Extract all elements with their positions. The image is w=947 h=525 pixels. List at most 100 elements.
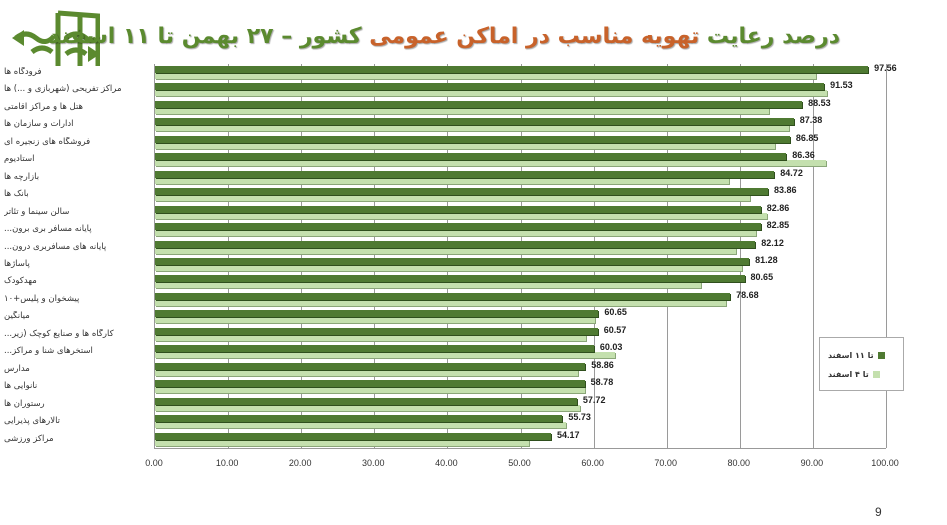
gridline — [886, 64, 887, 448]
data-label: 86.36 — [792, 150, 815, 161]
x-tick-label: 50.00 — [508, 458, 531, 468]
x-tick-label: 100.00 — [871, 458, 899, 468]
category-label: پیشخوان و پلیس+۱۰ — [4, 293, 80, 304]
x-tick-label: 60.00 — [581, 458, 604, 468]
bar-previous — [155, 265, 742, 271]
data-label: 84.72 — [780, 167, 803, 178]
category-label: مراکز ورزشی — [4, 433, 54, 444]
bar-row: 58.86 — [155, 360, 886, 378]
category-label: بانک ها — [4, 189, 29, 200]
bar-row: 91.53 — [155, 80, 886, 98]
data-label: 58.78 — [590, 377, 614, 388]
data-label: 97.56 — [874, 63, 897, 73]
data-label: 87.38 — [799, 115, 823, 126]
bar-previous — [155, 230, 756, 237]
x-tick-label: 0.00 — [145, 458, 163, 468]
data-label: 82.12 — [761, 237, 784, 248]
bar-current — [155, 188, 769, 196]
bar-previous — [155, 387, 585, 394]
bar-previous — [155, 439, 530, 446]
bar-current — [155, 380, 585, 388]
gridline — [374, 64, 376, 448]
category-label: مدارس — [4, 363, 30, 374]
bar-current — [155, 362, 586, 370]
bar-previous — [155, 422, 566, 429]
bar-current — [155, 66, 869, 73]
bar-row: 86.36 — [155, 150, 886, 168]
bar-current — [155, 292, 731, 300]
bar-previous — [155, 142, 775, 149]
gridline — [447, 64, 449, 448]
chart-title: درصد رعایت تهویه مناسب در اماکن عمومی کش… — [49, 24, 840, 49]
gridline — [812, 64, 814, 448]
bar-current — [155, 327, 598, 335]
bar-previous — [155, 352, 615, 359]
gridline — [228, 64, 230, 448]
bar-current — [155, 118, 794, 126]
bar-row: 87.38 — [155, 115, 886, 133]
bar-current — [155, 135, 790, 143]
category-label: مراکز تفریحی (شهربازی و ...) ها — [4, 84, 122, 95]
x-tick-label: 40.00 — [435, 458, 458, 468]
bar-current — [155, 223, 761, 231]
legend: تا ۱۱ اسفند تا ۴ اسفند — [819, 337, 904, 391]
data-label: 60.03 — [599, 342, 623, 353]
bar-previous — [155, 107, 770, 114]
bar-current — [155, 258, 750, 265]
bar-current — [155, 153, 787, 161]
gridline — [593, 64, 595, 448]
bar-previous — [155, 160, 827, 167]
bar-current — [155, 170, 775, 178]
bar-previous — [155, 317, 596, 324]
x-tick-label: 80.00 — [727, 458, 751, 468]
bar-current — [155, 205, 761, 213]
category-label: نانوایی ها — [4, 381, 38, 392]
legend-item-current: تا ۱۱ اسفند — [828, 351, 885, 360]
x-tick-label: 30.00 — [362, 458, 385, 468]
bar-row: 57.72 — [155, 395, 886, 413]
bar-previous — [155, 212, 767, 219]
data-label: 91.53 — [830, 80, 853, 91]
bar-previous — [155, 334, 587, 341]
plot-area: 97.56 91.53 88.53 87.38 86.85 86.36 84.72 83.86… — [154, 63, 897, 449]
data-label: 54.17 — [556, 429, 580, 440]
bar-row: 97.56 — [155, 63, 897, 81]
bar-previous — [155, 177, 729, 184]
bar-previous — [155, 90, 827, 97]
ventilation-window-icon — [12, 10, 100, 66]
bar-row: 82.12 — [155, 237, 886, 256]
legend-label-current: تا ۱۱ اسفند — [828, 351, 874, 360]
bar-previous — [155, 247, 737, 254]
category-label: پایانه مسافر بری برون... — [4, 224, 92, 235]
data-label: 55.73 — [568, 412, 591, 423]
data-label: 82.85 — [766, 220, 790, 231]
x-tick-label: 10.00 — [215, 458, 239, 468]
bar-current — [155, 83, 825, 91]
bar-row: 55.73 — [155, 412, 886, 430]
bar-previous — [155, 299, 726, 306]
gridline — [666, 64, 668, 448]
data-label: 60.57 — [603, 324, 627, 335]
bar-row: 60.03 — [155, 342, 886, 360]
title-part-3: کشور – ۲۷ بهمن تا ۱۱ اسفند — [48, 24, 362, 49]
bar-row: 54.17 — [155, 429, 886, 448]
gridline — [520, 64, 522, 448]
legend-swatch-previous — [872, 371, 880, 378]
title-part-2: تهویه مناسب در اماکن عمومی — [369, 24, 700, 49]
legend-item-previous: تا ۴ اسفند — [828, 370, 880, 379]
data-label: 86.85 — [795, 132, 819, 143]
data-label: 88.53 — [808, 97, 831, 108]
bar-previous — [155, 125, 789, 132]
category-label: پایانه های مسافربری درون... — [4, 241, 107, 252]
bar-current — [155, 415, 563, 423]
bar-row: 82.85 — [155, 220, 886, 238]
category-label: فروشگاه های زنجیره ای — [4, 136, 91, 147]
bar-previous — [155, 369, 579, 376]
title-part-1: درصد رعایت — [706, 24, 840, 49]
gridline — [301, 64, 303, 448]
bar-current — [155, 310, 599, 318]
bar-row: 86.85 — [155, 132, 886, 151]
data-label: 82.86 — [766, 202, 790, 213]
bar-previous — [155, 404, 580, 411]
x-tick-label: 70.00 — [654, 458, 677, 468]
